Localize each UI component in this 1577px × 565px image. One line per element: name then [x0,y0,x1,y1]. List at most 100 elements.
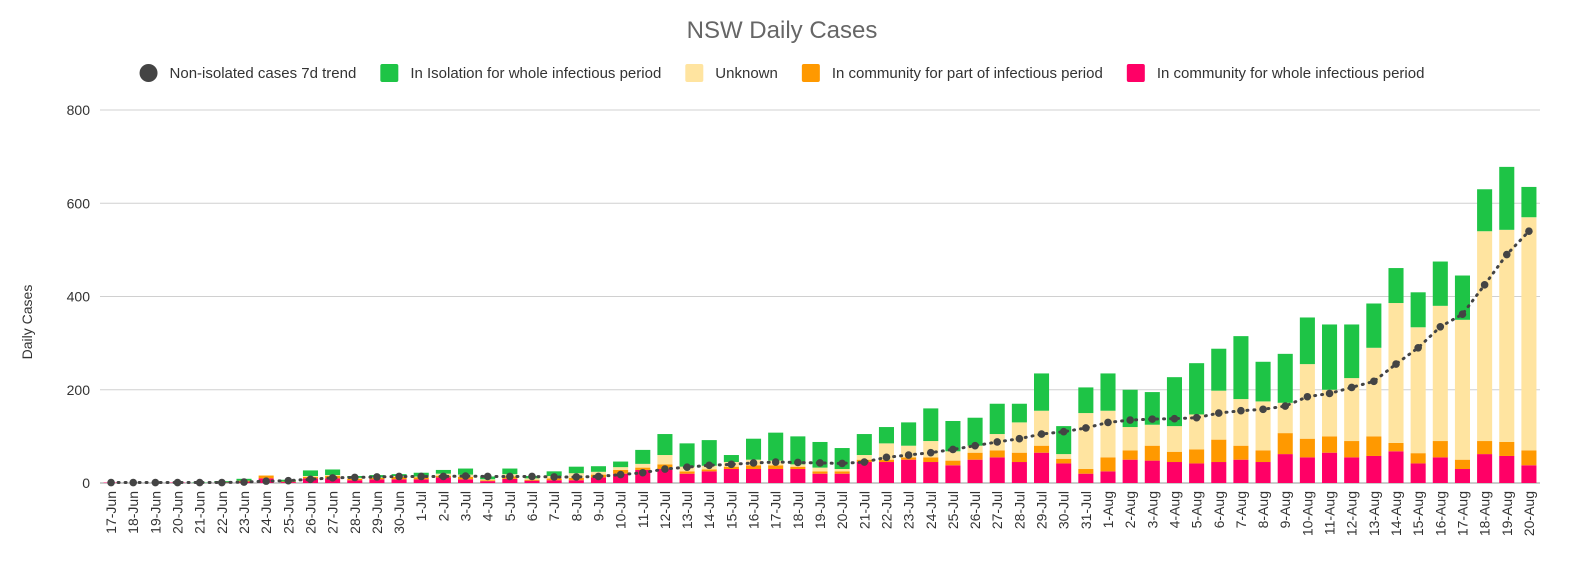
bar-segment [1011,462,1027,483]
bar-segment [1388,451,1404,483]
bar-segment [746,438,762,460]
bar-segment [302,470,318,477]
trend-point [1015,434,1024,443]
trend-point [1525,227,1533,236]
bar-segment [413,479,429,483]
bar-segment [1454,319,1470,460]
bar-segment [1499,441,1515,456]
x-tick-label: 5-Jul [502,491,518,521]
trend-point [151,478,160,487]
bar-segment [347,480,363,483]
bar-segment [1277,454,1293,483]
x-tick-label: 19-Jun [147,491,163,534]
bar-segment [768,465,784,470]
bar-segment [635,463,651,468]
x-tick-label: 27-Jul [989,491,1005,529]
bar-segment [945,465,961,483]
trend-point [195,478,204,487]
x-tick-label: 29-Jun [369,491,385,534]
x-tick-label: 6-Jul [524,491,540,521]
bar-segment [1299,457,1315,483]
bar-segment [480,480,496,482]
bar-segment [1299,438,1315,458]
bar-segment [1233,399,1249,446]
x-tick-label: 1-Aug [1100,491,1116,528]
x-tick-label: 4-Jul [480,491,496,521]
trend-point [1237,406,1245,415]
bar-segment [768,432,784,461]
bar-segment [1034,410,1050,446]
bar-segment [1189,449,1205,464]
bar-segment [1366,436,1382,456]
bar-segment [1344,457,1360,483]
x-tick-label: 9-Jul [590,491,606,521]
trend-point [528,472,536,481]
x-tick-label: 14-Aug [1388,491,1404,536]
bar-segment [1166,377,1182,427]
bar-segment [1100,410,1116,458]
bar-segment [1034,445,1050,453]
x-tick-label: 6-Aug [1211,491,1227,528]
bar-segment [657,469,673,483]
x-tick-label: 31-Jul [1078,491,1094,529]
bar-segment [679,443,695,467]
bar-segment [834,473,850,483]
bar-segment [790,469,806,483]
trend-point [638,468,647,477]
x-tick-label: 7-Aug [1233,491,1249,528]
bar-segment [878,427,894,444]
trend-point [1370,377,1378,386]
x-tick-label: 2-Aug [1122,491,1138,528]
bar-segment [790,466,806,470]
trend-point [1458,310,1467,319]
trend-point [882,453,891,462]
legend-label: In community for whole infectious period [1157,65,1425,82]
x-tick-label: 2-Jul [435,491,451,521]
trend-point [173,478,182,487]
trend-point [1059,427,1068,436]
bar-segment [1211,348,1227,391]
trend-point [838,459,846,468]
bar-segment [1366,303,1382,348]
trend-point [661,465,669,473]
x-tick-label: 14-Jul [701,491,717,529]
bar-segment [1100,471,1116,483]
bar-segment [967,452,983,460]
x-tick-label: 12-Aug [1344,491,1360,536]
bar-segment [1521,450,1537,466]
trend-point [1436,323,1445,331]
x-tick-label: 11-Aug [1322,491,1338,535]
bar-segment [1189,363,1205,415]
x-tick-label: 22-Jun [214,491,230,534]
bar-segment [790,436,806,465]
x-tick-label: 13-Aug [1366,491,1382,536]
x-tick-label: 23-Jun [236,491,252,534]
x-tick-label: 3-Jul [458,491,474,521]
trend-point [1192,413,1201,422]
x-tick-label: 3-Aug [1144,491,1160,528]
bar-segment [989,403,1005,435]
bar-segment [435,469,451,474]
bar-segment [1521,465,1537,483]
bar-segment [1388,303,1404,443]
x-tick-label: 29-Jul [1034,491,1050,529]
bar-segment [1211,462,1227,483]
bar-segment [657,434,673,456]
trend-point [439,472,448,481]
bar-segment [878,462,894,483]
y-tick-label: 0 [82,475,90,491]
trend-point [1259,405,1267,414]
bar-segment [945,420,961,452]
x-tick-label: 10-Aug [1299,491,1315,536]
trend-point [1214,409,1223,417]
x-tick-label: 8-Jul [568,491,584,521]
bar-segment [1056,458,1072,464]
x-tick-label: 26-Jun [302,491,318,534]
bar-segment [1477,454,1493,483]
bar-segment [1432,441,1448,458]
trend-point [904,451,913,459]
trend-point [860,458,869,466]
x-tick-label: 19-Jul [812,491,828,529]
series-3 [192,166,1537,483]
